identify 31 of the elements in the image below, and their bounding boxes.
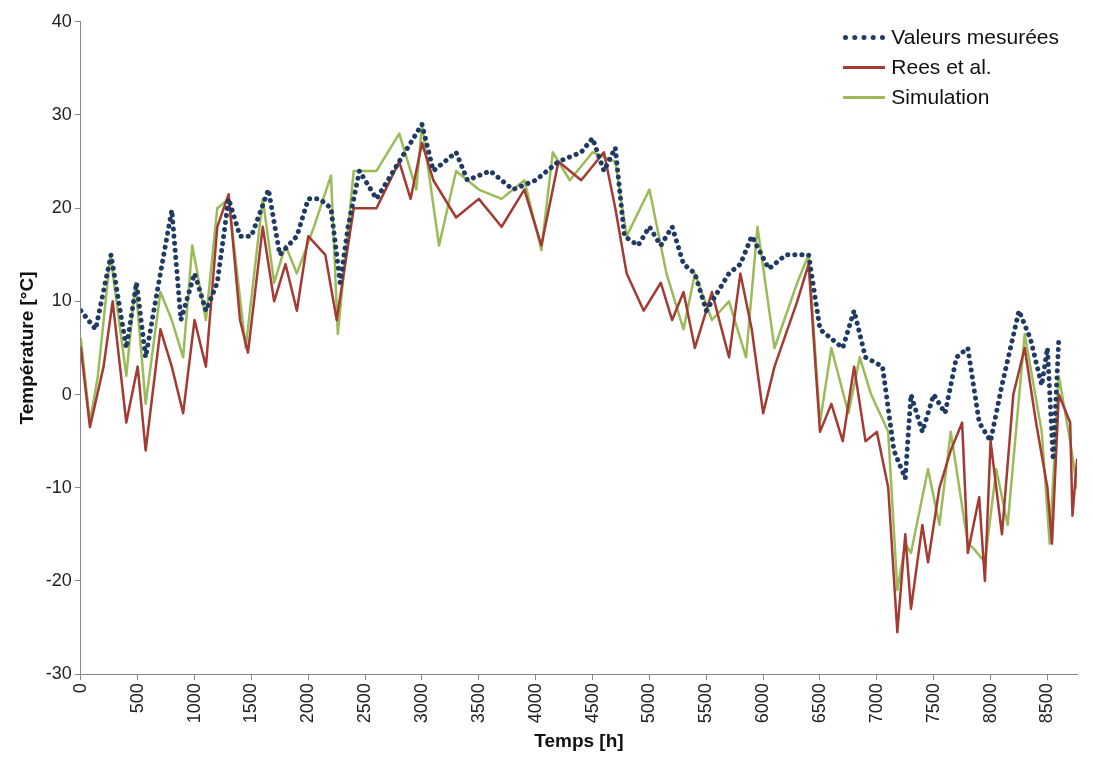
y-tick-label: 30 <box>51 103 72 124</box>
y-tick-label: 10 <box>51 290 72 311</box>
y-tick-label: 40 <box>51 10 72 31</box>
legend-label: Rees et al. <box>891 54 992 80</box>
x-tick-label: 3000 <box>410 683 431 724</box>
y-tick-label: 0 <box>61 383 72 404</box>
x-tick-label: 2500 <box>354 683 375 724</box>
y-axis-title: Température [°C] <box>15 271 37 425</box>
y-tick-label: -30 <box>45 663 72 684</box>
x-tick-label: 8500 <box>1036 683 1057 724</box>
x-axis-title: Temps [h] <box>534 729 624 751</box>
x-tick-label: 0 <box>69 683 90 694</box>
x-tick-label: 1000 <box>183 683 204 724</box>
x-tick-label: 500 <box>126 683 147 714</box>
y-tick-label: 20 <box>51 197 72 218</box>
x-tick-label: 4500 <box>581 683 602 724</box>
x-tick-label: 7000 <box>865 683 886 724</box>
x-tick-label: 6000 <box>752 683 773 724</box>
x-tick-label: 1500 <box>240 683 261 724</box>
x-tick-label: 2000 <box>297 683 318 724</box>
x-tick-label: 3500 <box>467 683 488 724</box>
y-tick-label: -10 <box>45 476 72 497</box>
x-tick-label: 5000 <box>638 683 659 724</box>
x-tick-label: 8000 <box>979 683 1000 724</box>
x-tick-label: 7500 <box>922 683 943 724</box>
legend-label: Simulation <box>891 84 990 110</box>
legend-label: Valeurs mesurées <box>891 24 1059 50</box>
y-tick-label: -20 <box>45 569 72 590</box>
x-tick-label: 5500 <box>695 683 716 724</box>
x-tick-label: 6500 <box>808 683 829 724</box>
x-tick-label: 4000 <box>524 683 545 724</box>
